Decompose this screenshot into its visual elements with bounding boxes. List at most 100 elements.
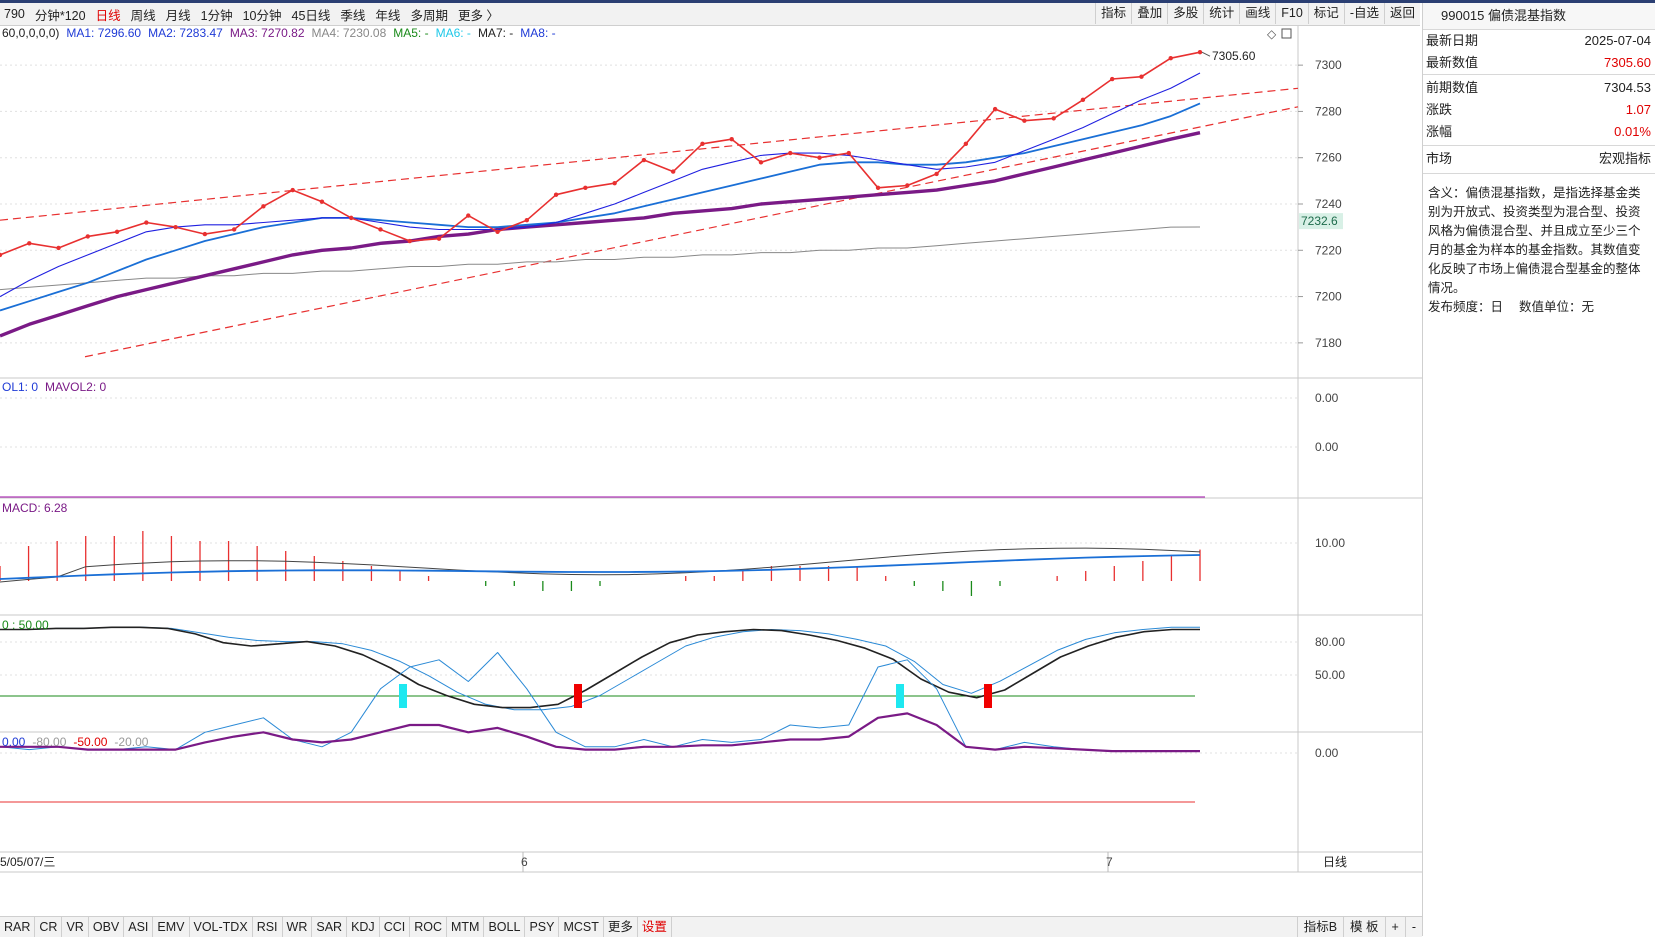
indicator-tab[interactable]: 更多 xyxy=(604,917,638,937)
close-point xyxy=(114,229,120,234)
current-price-tag xyxy=(1299,213,1343,230)
toolbar-button[interactable]: 画线 xyxy=(1239,3,1275,24)
toolbar-button[interactable]: 叠加 xyxy=(1131,3,1167,24)
ma1-series-line xyxy=(0,72,1201,298)
close-point xyxy=(788,150,793,156)
template-button[interactable]: 指标B xyxy=(1296,917,1343,937)
indicator-tab[interactable]: OBV xyxy=(89,917,125,937)
legend-item: MA8: - xyxy=(520,26,556,40)
close-point xyxy=(875,185,881,190)
period-tab[interactable]: 10分钟 xyxy=(242,8,282,23)
indicator-tab[interactable]: CR xyxy=(35,917,63,937)
close-point xyxy=(56,245,61,251)
channel-upper-line xyxy=(0,87,1299,221)
info-row: 市场 宏观指标 xyxy=(1423,148,1655,170)
indicator-tab[interactable]: KDJ xyxy=(347,917,380,937)
indicator-tab[interactable]: EMV xyxy=(153,917,190,937)
indicator-tab[interactable]: PSY xyxy=(525,917,560,937)
info-value: 2025-07-04 xyxy=(1584,33,1652,48)
indicator-tab[interactable]: MTM xyxy=(447,917,485,937)
close-point xyxy=(1022,118,1027,123)
indicator-tab[interactable]: BOLL xyxy=(484,917,526,937)
indicator-tab[interactable]: VR xyxy=(62,917,89,937)
close-point xyxy=(641,157,647,163)
period-tab[interactable]: 分钟*120 xyxy=(34,8,86,23)
chart-area[interactable]: 7300 7280 7260 7240 7220 7200 7180 7305.60 7232.… xyxy=(0,26,1422,906)
close-point xyxy=(27,241,32,246)
template-button[interactable]: 模 板 xyxy=(1343,917,1384,937)
toolbar-button[interactable]: 指标 xyxy=(1095,3,1131,24)
indicator-tab[interactable]: WR xyxy=(283,917,313,937)
indicator-tab[interactable]: ROC xyxy=(410,917,447,937)
info-row: 前期数值 7304.53 xyxy=(1423,77,1655,99)
toolbar-button[interactable]: 统计 xyxy=(1203,3,1239,24)
copy-icon xyxy=(1281,28,1292,39)
toolbar-button[interactable]: 标记 xyxy=(1307,3,1344,24)
panel-title: 990015 偏债混基指数 xyxy=(1423,3,1655,30)
close-point xyxy=(934,171,939,177)
info-value: 0.01% xyxy=(1614,124,1651,139)
last-price-pointer xyxy=(1201,51,1211,57)
legend-item: -20.00 xyxy=(114,735,149,749)
period-tab[interactable]: 多周期 xyxy=(410,8,448,23)
template-button[interactable]: - xyxy=(1404,917,1422,937)
period-tab[interactable]: 年线 xyxy=(375,8,401,23)
kdj-signal-marker xyxy=(399,684,407,708)
period-tab[interactable]: 790 xyxy=(4,7,25,21)
period-tab[interactable]: 1分钟 xyxy=(200,8,233,23)
info-value: 宏观指标 xyxy=(1598,151,1651,166)
close-point xyxy=(1168,56,1173,61)
indicator-tabs: RAR CR VR OBV ASI EMV VOL-TDX RSI WR SAR KDJ CCI ROC… xyxy=(0,916,1422,937)
close-point xyxy=(407,238,412,244)
wr-legend: 0.00 -80.00 -50.00 -20.00 xyxy=(2,735,155,749)
info-panel: 990015 偏债混基指数 最新日期 2025-07-04 最新数值 7305.60 … xyxy=(1422,3,1655,936)
close-point xyxy=(173,224,178,230)
period-tab[interactable]: 月线 xyxy=(165,8,191,23)
macd-axis-label: 10.00 xyxy=(1315,536,1345,550)
period-tab[interactable]: 周线 xyxy=(130,8,156,23)
toolbar-button[interactable]: 返回 xyxy=(1383,3,1420,24)
indicator-tab[interactable]: 设置 xyxy=(638,917,672,937)
date-label-start: 5/05/07/三 xyxy=(0,855,55,869)
legend-item: MA7: - xyxy=(477,26,514,40)
close-point xyxy=(1197,49,1203,55)
info-label: 市场 xyxy=(1426,151,1453,166)
chart-canvas[interactable]: 7300 7280 7260 7240 7220 7200 7180 7305.60 7232.… xyxy=(0,26,1422,916)
close-point xyxy=(612,180,617,186)
wr2-line xyxy=(0,712,1200,753)
indicator-tab[interactable]: CCI xyxy=(380,917,411,937)
close-point xyxy=(436,236,442,241)
period-tab[interactable]: 45日线 xyxy=(291,8,331,23)
close-point xyxy=(290,187,295,193)
close-point xyxy=(583,185,588,190)
indicator-tab[interactable]: VOL-TDX xyxy=(190,917,253,937)
indicator-tab[interactable]: MCST xyxy=(559,917,604,937)
latest-values: 最新日期 2025-07-04 最新数值 7305.60 xyxy=(1423,30,1655,74)
legend-item: 60,0,0,0,0) xyxy=(2,26,60,40)
info-label: 涨跌 xyxy=(1426,102,1453,117)
info-row: 最新数值 7305.60 xyxy=(1423,52,1655,74)
legend-item: 0 : 50.00 xyxy=(2,618,49,632)
legend-item: MA2: 7283.47 xyxy=(148,26,223,40)
wr1-line xyxy=(0,652,1200,752)
indicator-tab[interactable]: RSI xyxy=(253,917,283,937)
close-point xyxy=(319,199,325,204)
legend-item: MA3: 7270.82 xyxy=(229,26,305,40)
legend-item: -50.00 xyxy=(73,735,108,749)
price-axis-label: 7240 xyxy=(1315,197,1342,211)
period-tab[interactable]: 季线 xyxy=(340,8,366,23)
indicator-tab[interactable]: SAR xyxy=(312,917,348,937)
kdj-signal-marker xyxy=(574,684,582,708)
close-point xyxy=(1051,116,1056,121)
toolbar-button[interactable]: F10 xyxy=(1275,3,1308,24)
indicator-tab[interactable]: RAR xyxy=(0,917,36,937)
template-button[interactable]: + xyxy=(1384,917,1405,937)
period-tab[interactable]: 更多 〉 xyxy=(457,8,499,23)
indicator-tab[interactable]: ASI xyxy=(124,917,154,937)
toolbar-button[interactable]: 多股 xyxy=(1167,3,1203,24)
close-point xyxy=(466,213,471,218)
legend-item: MA1: 7296.60 xyxy=(66,26,142,40)
period-tab[interactable]: 日线 xyxy=(95,8,121,23)
macd-dea-line xyxy=(0,554,1201,580)
toolbar-button[interactable]: -自选 xyxy=(1343,3,1384,24)
